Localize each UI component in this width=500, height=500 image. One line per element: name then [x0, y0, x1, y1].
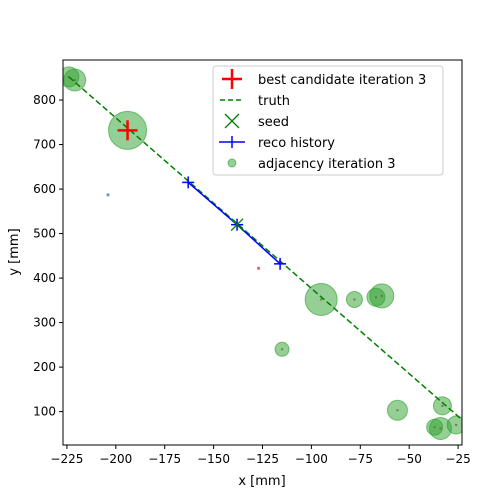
- x-tick-label: −225: [50, 452, 83, 466]
- y-axis: 100 200 300 400 500 600 700 800: [33, 93, 63, 419]
- y-tick-label: 100: [33, 405, 56, 419]
- adjacency-point-12: [446, 415, 462, 435]
- x-tick-label: −25: [445, 452, 470, 466]
- legend-label: truth: [258, 94, 290, 109]
- y-axis-label: y [mm]: [7, 228, 22, 275]
- legend-label: adjacency iteration 3: [258, 157, 395, 172]
- x-tick-label: −50: [397, 452, 422, 466]
- adjacency-center-3: [319, 298, 323, 301]
- y-tick-label: 200: [33, 360, 56, 374]
- x-tick-label: −100: [295, 452, 328, 466]
- adjacency-center-7: [280, 348, 284, 351]
- y-tick-label: 500: [33, 227, 56, 241]
- x-tick-label: −125: [246, 452, 279, 466]
- adjacency-center-4: [353, 298, 356, 301]
- reco-history-line: [187, 181, 281, 265]
- legend-circle-icon: [227, 158, 237, 168]
- y-tick-label: 300: [33, 316, 56, 330]
- adjacency-center-9: [441, 404, 444, 408]
- y-tick-label: 700: [33, 138, 56, 152]
- legend-item-3: reco history: [219, 136, 335, 151]
- x-axis-label: x [mm]: [238, 474, 285, 489]
- best-candidate-marker: [117, 120, 138, 141]
- x-tick-label: −175: [148, 452, 181, 466]
- x-tick-label: −150: [197, 452, 230, 466]
- seed-marker: [230, 218, 244, 232]
- legend-label: reco history: [258, 136, 335, 151]
- legend-box: [212, 65, 444, 176]
- legend: best candidate iteration 3 truth seed reco …: [212, 65, 444, 176]
- y-tick-label: 600: [33, 182, 56, 196]
- reco-history-point-0: [182, 176, 195, 189]
- legend-item-0: best candidate iteration 3: [222, 69, 426, 89]
- plot-area: [63, 66, 462, 441]
- other-point-1: [256, 266, 261, 270]
- legend-item-2: seed: [224, 113, 289, 130]
- adjacency-center-6: [380, 294, 384, 298]
- legend-item-1: truth: [220, 94, 290, 109]
- adjacency-center-8: [396, 409, 399, 412]
- adjacency-center-12: [454, 423, 458, 427]
- adjacency-center-11: [439, 427, 442, 430]
- x-tick-label: −75: [348, 452, 373, 466]
- y-tick-label: 800: [33, 93, 56, 107]
- y-tick-label: 400: [33, 271, 56, 285]
- legend-item-4: adjacency iteration 3: [227, 157, 395, 172]
- truth-line: [68, 76, 462, 421]
- adjacency-center-1: [73, 78, 76, 82]
- x-tick-label: −200: [99, 452, 132, 466]
- legend-label: seed: [258, 115, 289, 130]
- x-axis: −225 −200 −175 −150 −125 −100 −75 −50 −25: [50, 445, 471, 466]
- legend-label: best candidate iteration 3: [258, 73, 426, 88]
- reco-history-point-2: [274, 257, 287, 270]
- other-point-0: [106, 193, 110, 197]
